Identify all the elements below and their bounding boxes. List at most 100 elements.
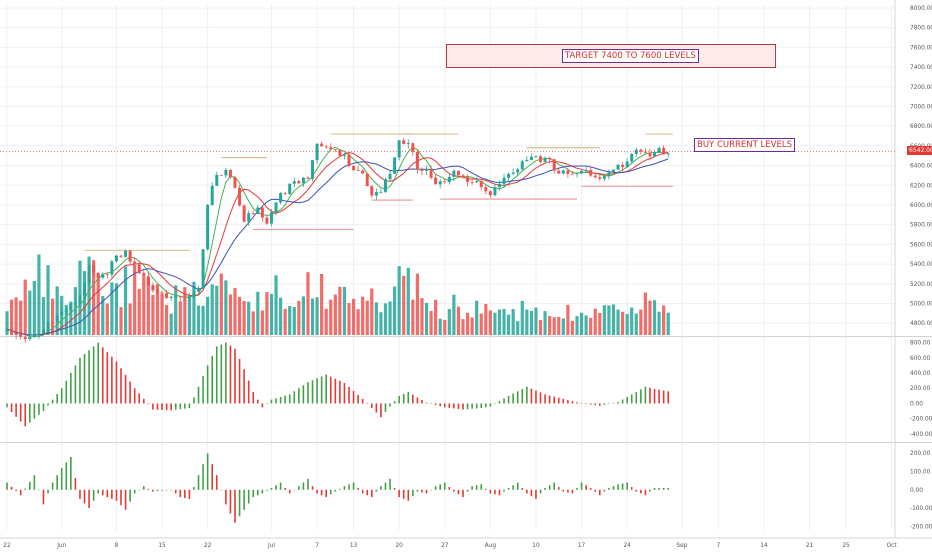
oscillator1-bar: [184, 403, 186, 409]
candle-body: [393, 157, 397, 174]
volume-bar: [402, 275, 406, 335]
oscillator2-bar: [375, 489, 378, 492]
volume-bar: [233, 288, 237, 335]
volume-bar: [288, 305, 292, 335]
oscillator2-bar: [503, 489, 505, 492]
candle-body: [429, 168, 433, 178]
oscillator1-bar: [553, 396, 555, 404]
candle-body: [155, 290, 159, 293]
candle-body: [151, 285, 155, 291]
oscillator1-bar: [421, 400, 423, 404]
candle-body: [14, 332, 18, 336]
candle-body: [320, 143, 324, 147]
oscillator2-bar: [535, 489, 537, 499]
candle-body: [206, 204, 210, 250]
candle-body: [593, 175, 597, 178]
price-tick-label: 7400.00: [910, 65, 932, 71]
volume-bar: [611, 304, 616, 335]
volume-bar: [101, 296, 105, 335]
candle-body: [566, 170, 570, 174]
oscillator2-bar: [516, 482, 519, 490]
oscillator2-bar: [457, 489, 460, 495]
oscillator2-bar: [42, 489, 45, 505]
red-moving-average-line: [6, 151, 669, 336]
oscillator1-bar: [279, 396, 282, 404]
candle-body: [51, 321, 55, 323]
volume-bar: [365, 300, 369, 335]
candle-body: [279, 193, 283, 203]
volume-bar: [51, 298, 55, 335]
candle-body: [662, 148, 666, 155]
oscillator2-tick-label: 0.00: [910, 488, 923, 494]
candle-body: [561, 170, 565, 174]
candle-body: [438, 181, 442, 185]
oscillator1-bar: [516, 391, 519, 404]
oscillator1-bar: [594, 403, 597, 406]
time-tick-label: Sep: [676, 543, 687, 549]
time-tick-label: 7: [315, 543, 319, 549]
oscillator1-bar: [275, 398, 277, 404]
volume-bar: [279, 297, 283, 335]
time-tick-label: 24: [623, 543, 631, 549]
volume-bar: [119, 307, 123, 335]
volume-bar: [630, 307, 634, 335]
volume-bar: [383, 303, 388, 335]
oscillator1-bar: [56, 393, 58, 404]
volume-bar: [520, 300, 524, 335]
oscillator1-bar: [412, 394, 414, 404]
volume-bar: [388, 301, 392, 335]
volume-bar: [251, 311, 255, 335]
candle-body: [520, 161, 524, 170]
volume-bar: [315, 297, 319, 335]
oscillator1-bar: [380, 403, 382, 418]
candle-body: [133, 261, 137, 265]
volume-bar: [160, 293, 164, 335]
oscillator2-bar: [567, 489, 569, 493]
oscillator2-bar: [129, 489, 131, 502]
oscillator2-bar: [307, 478, 309, 490]
volume-bar: [133, 265, 137, 335]
volume-bar: [338, 286, 342, 335]
current-price-tag: 6542.00: [907, 146, 932, 155]
oscillator1-bar: [188, 403, 191, 409]
oscillator1-bar: [92, 346, 95, 404]
oscillator2-bar: [462, 489, 464, 498]
time-tick-label: 10: [532, 543, 540, 549]
volume-bar: [543, 311, 547, 335]
oscillator2-bar: [238, 489, 241, 517]
oscillator2-bar: [38, 489, 40, 491]
oscillator1-bar: [206, 365, 209, 404]
oscillator1-tick-label: 800.00: [910, 341, 931, 347]
volume-bar: [652, 300, 657, 335]
volume-bar: [397, 266, 401, 335]
oscillator1-bar: [539, 392, 542, 404]
volume-bar: [488, 310, 492, 335]
volume-bar: [155, 284, 160, 335]
candle-body: [374, 191, 378, 196]
volume-bar: [557, 316, 561, 335]
candle-body: [119, 255, 123, 257]
oscillator1-bar: [288, 394, 291, 404]
candle-body: [183, 296, 187, 299]
oscillator1-bar: [630, 394, 633, 404]
candle-body: [219, 174, 223, 176]
volume-bar: [621, 311, 625, 335]
candle-body: [539, 156, 543, 162]
candle-body: [32, 334, 36, 338]
candle-body: [306, 177, 310, 179]
oscillator1-bar: [644, 386, 647, 404]
oscillator1-tick-label: 0.00: [910, 401, 923, 407]
oscillator1-bar: [640, 389, 642, 404]
oscillator1-bar: [247, 380, 250, 404]
volume-bar: [639, 309, 643, 335]
time-tick-label: 15: [158, 543, 166, 549]
time-tick-label: 22: [3, 543, 11, 549]
volume-bar: [269, 293, 274, 335]
candle-body: [456, 170, 460, 176]
oscillator1-bar: [535, 390, 537, 404]
volume-bar: [511, 308, 515, 335]
oscillator2-bar: [24, 488, 27, 490]
oscillator2-bar: [29, 481, 31, 490]
